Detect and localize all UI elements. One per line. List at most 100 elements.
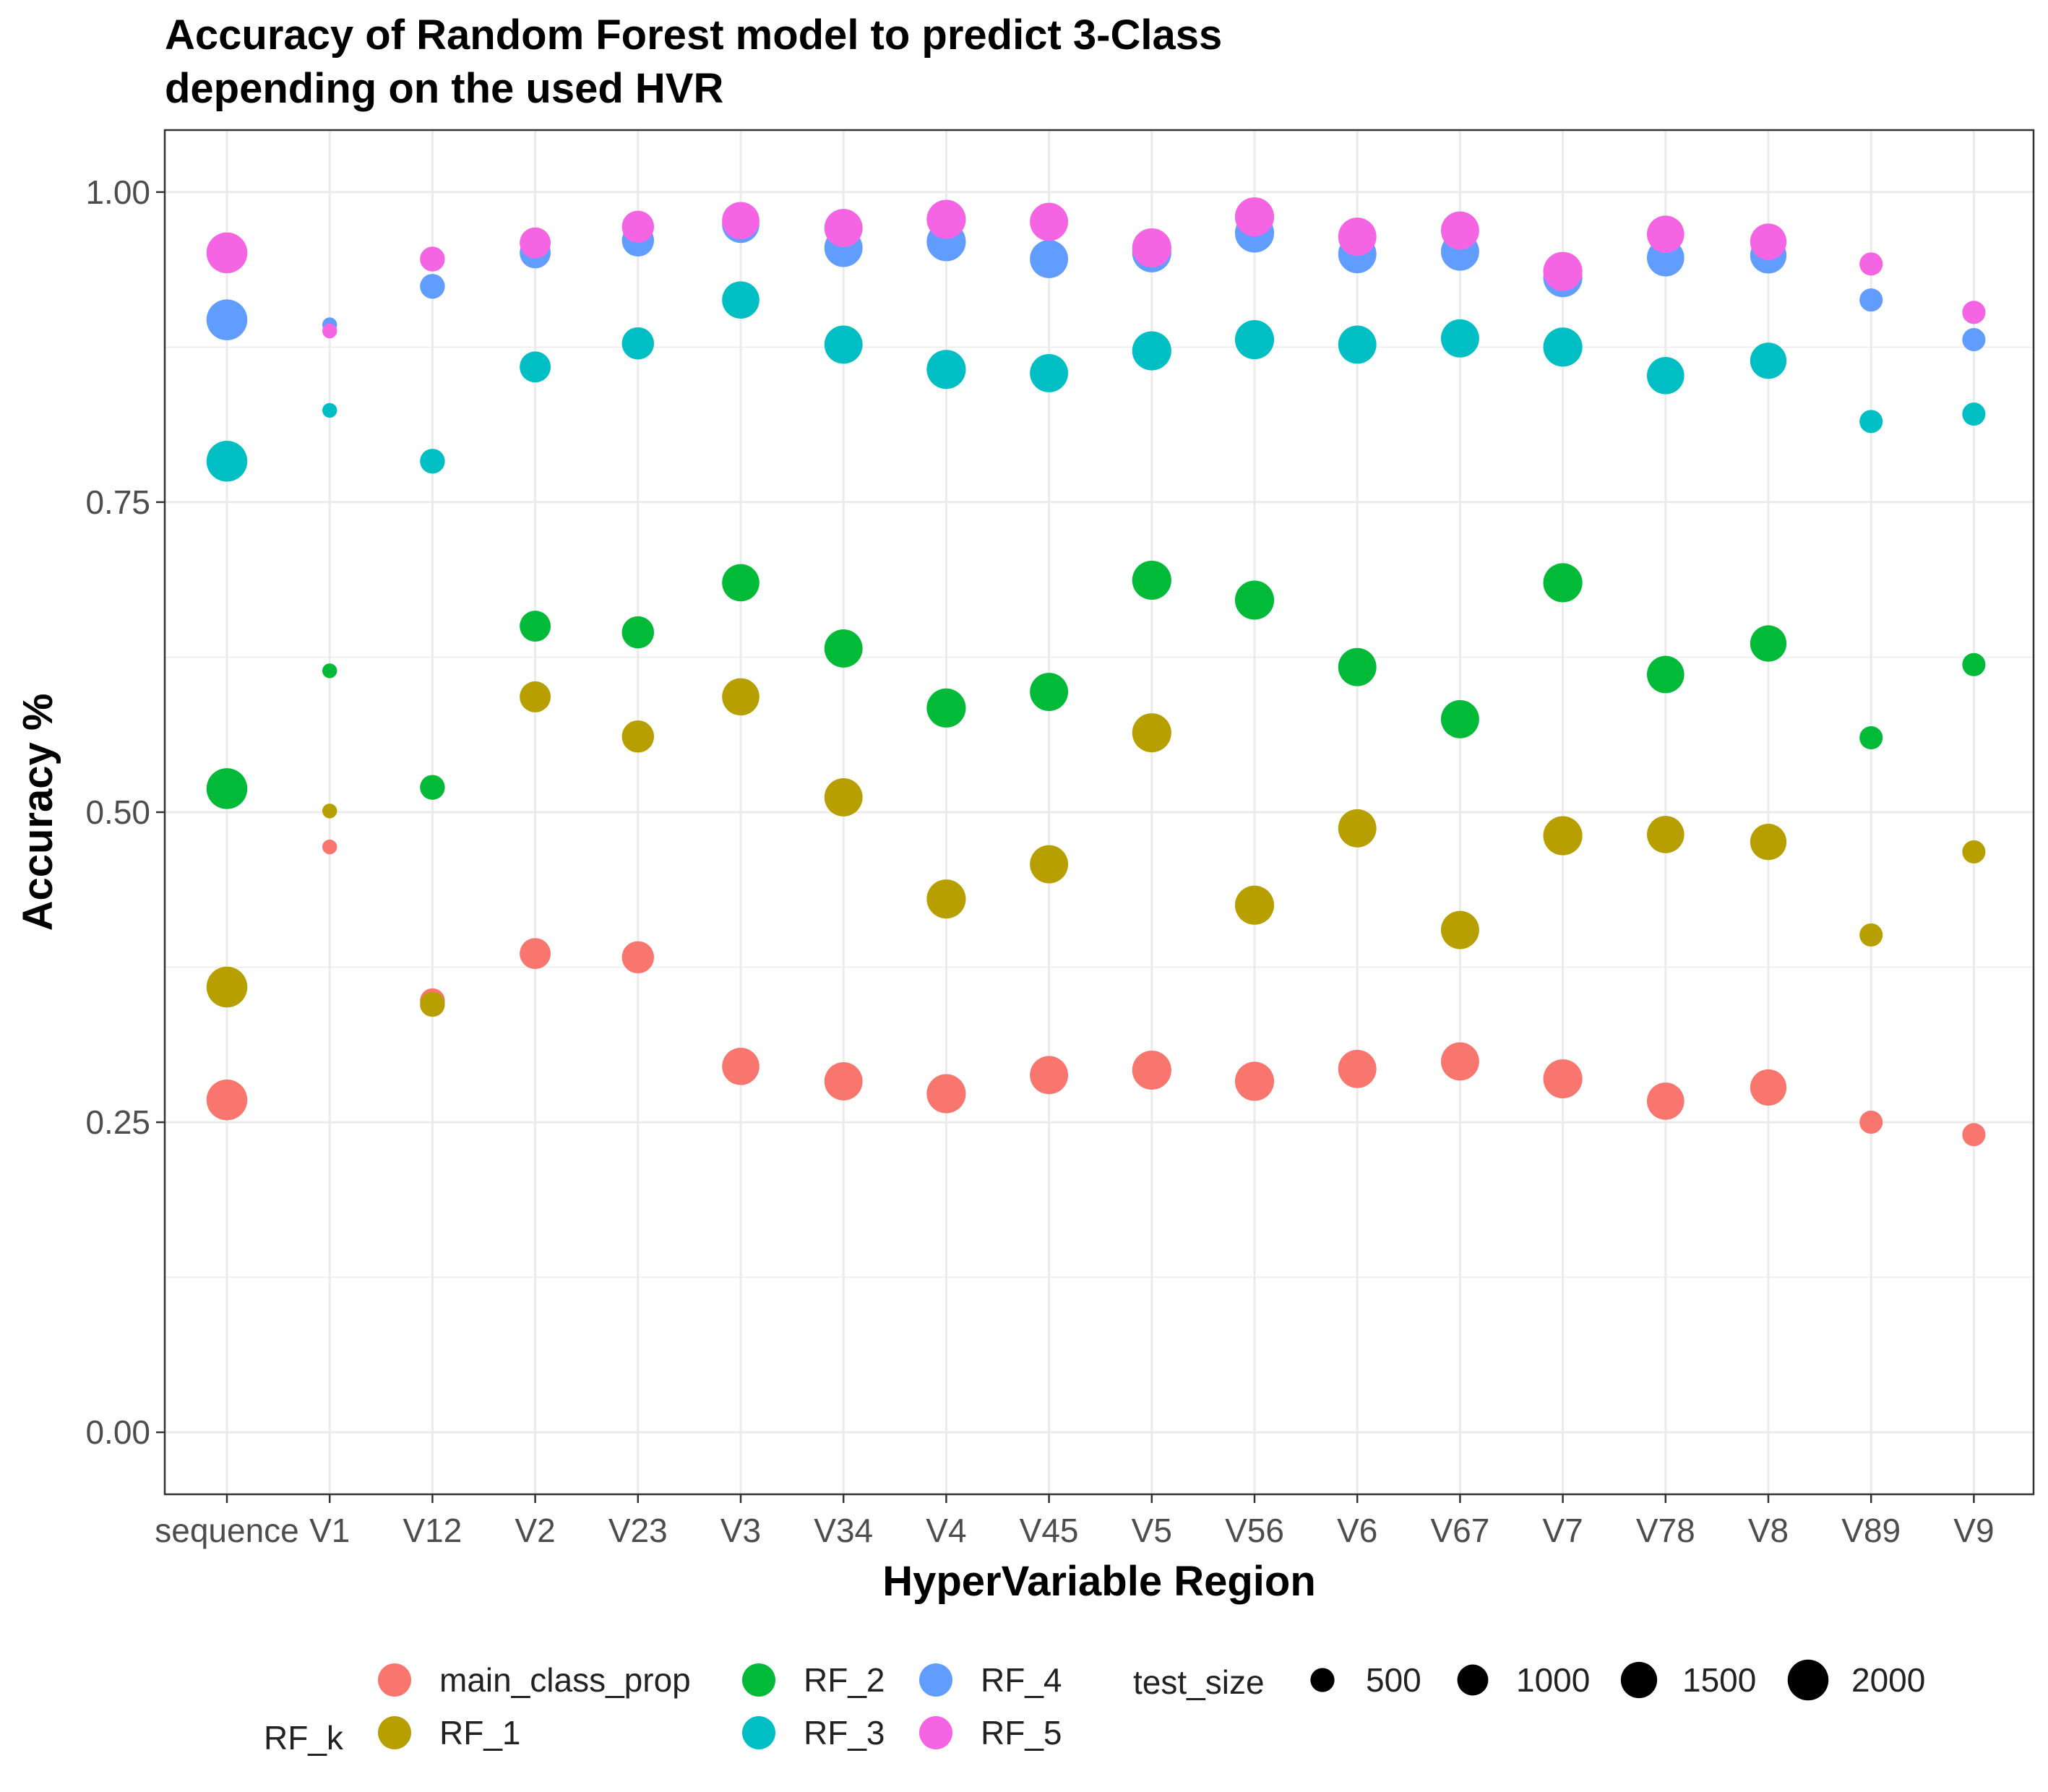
point-RF_5-V8	[1750, 223, 1787, 260]
x-tick-label: V3	[720, 1512, 761, 1549]
size-legend-key-1000	[1457, 1664, 1489, 1696]
legend-key-RF_3	[742, 1716, 775, 1749]
point-RF_1-V6	[1338, 809, 1377, 848]
point-RF_1-V34	[824, 777, 863, 817]
y-tick-label: 0.50	[85, 793, 150, 831]
plot-panel-border	[163, 129, 2035, 1496]
point-main_class_prop-V4	[926, 1074, 966, 1113]
point-main_class_prop-V56	[1234, 1061, 1275, 1101]
point-main_class_prop-V5	[1132, 1050, 1171, 1090]
size-legend-key-1500	[1620, 1661, 1658, 1699]
point-RF_2-V1	[322, 663, 337, 679]
point-RF_4-V45	[1030, 240, 1069, 278]
point-RF_2-V4	[926, 688, 966, 728]
size-legend-label-1000: 1000	[1516, 1661, 1590, 1699]
point-RF_2-V67	[1440, 699, 1479, 738]
point-RF_1-V8	[1750, 824, 1787, 861]
y-tick-label: 0.75	[85, 483, 150, 521]
point-RF_4-V89	[1859, 288, 1883, 312]
size-legend-key-500	[1310, 1668, 1335, 1692]
point-main_class_prop-V6	[1338, 1049, 1377, 1088]
point-RF_1-V78	[1647, 816, 1685, 853]
legend-label-RF_4: RF_4	[981, 1661, 1062, 1699]
point-RF_1-V56	[1234, 885, 1275, 925]
y-tick-label: 0.00	[85, 1413, 150, 1451]
legend-key-main_class_prop	[378, 1663, 411, 1697]
point-RF_3-V5	[1132, 331, 1171, 371]
point-RF_3-V4	[926, 350, 966, 389]
chart-title: Accuracy of Random Forest model to predi…	[165, 12, 1222, 59]
point-RF_4-V12	[420, 274, 445, 299]
point-RF_1-V5	[1132, 713, 1171, 753]
point-RF_3-V45	[1030, 353, 1069, 392]
legend-label-RF_2: RF_2	[804, 1661, 885, 1699]
point-RF_2-V45	[1030, 673, 1069, 711]
point-RF_3-V7	[1543, 327, 1583, 367]
x-tick-label: V4	[926, 1512, 966, 1549]
point-main_class_prop-V78	[1647, 1082, 1685, 1120]
legend-label-RF_1: RF_1	[439, 1714, 520, 1752]
point-RF_2-V12	[420, 775, 445, 800]
point-RF_5-V56	[1234, 197, 1275, 237]
size-legend-title: test_size	[1133, 1663, 1265, 1701]
size-legend-label-2000: 2000	[1851, 1661, 1925, 1699]
point-RF_1-V67	[1440, 910, 1479, 949]
size-legend-key-2000	[1787, 1659, 1829, 1701]
point-RF_2-sequence	[206, 768, 248, 809]
point-RF_5-V67	[1440, 211, 1479, 250]
point-RF_1-V45	[1030, 845, 1069, 884]
point-RF_3-V1	[322, 402, 337, 418]
point-RF_5-V23	[621, 210, 655, 244]
point-RF_1-V23	[621, 720, 655, 753]
x-tick-label: V1	[309, 1512, 350, 1549]
point-RF_3-V2	[520, 351, 551, 383]
point-RF_3-V6	[1338, 325, 1377, 364]
legend-key-RF_1	[378, 1716, 411, 1749]
point-main_class_prop-V67	[1440, 1042, 1479, 1081]
point-RF_5-V34	[824, 209, 863, 248]
point-RF_3-V34	[824, 325, 863, 364]
x-tick-label: V56	[1225, 1512, 1284, 1549]
point-main_class_prop-V7	[1543, 1059, 1583, 1099]
point-main_class_prop-sequence	[206, 1079, 248, 1121]
point-RF_1-V7	[1543, 816, 1583, 856]
point-RF_3-V12	[420, 449, 445, 474]
point-RF_5-V5	[1132, 228, 1171, 268]
point-RF_1-V3	[722, 678, 760, 716]
chart-subtitle: depending on the used HVR	[165, 65, 723, 112]
x-tick-label: sequence	[155, 1512, 299, 1549]
x-tick-label: V89	[1841, 1512, 1901, 1549]
point-RF_5-V7	[1543, 251, 1583, 291]
point-RF_3-V9	[1962, 402, 1986, 426]
x-tick-label: V78	[1636, 1512, 1695, 1549]
point-RF_1-sequence	[206, 966, 248, 1008]
y-axis: 0.00 0.25 0.50 0.75 1.00	[85, 173, 165, 1451]
point-RF_5-V1	[322, 323, 337, 339]
y-tick-label: 0.25	[85, 1103, 150, 1141]
x-tick-label: V8	[1748, 1512, 1789, 1549]
point-RF_3-V89	[1859, 410, 1883, 434]
size-legend-label-500: 500	[1366, 1661, 1421, 1699]
x-tick-label: V7	[1542, 1512, 1583, 1549]
point-RF_1-V12	[420, 991, 445, 1017]
point-RF_4-V9	[1962, 328, 1986, 352]
legend: RF_k test_size main_class_prop RF_1 RF_2 RF…	[264, 1659, 1925, 1757]
point-RF_5-V6	[1338, 217, 1377, 257]
x-tick-label: V67	[1430, 1512, 1489, 1549]
x-tick-label: V12	[403, 1512, 462, 1549]
grid-lines	[165, 130, 2034, 1494]
point-RF_2-V89	[1859, 725, 1883, 750]
point-RF_2-V6	[1338, 647, 1377, 686]
point-RF_3-sequence	[206, 441, 248, 482]
legend-key-RF_5	[919, 1716, 952, 1749]
point-RF_2-V3	[722, 564, 760, 602]
point-main_class_prop-V8	[1750, 1069, 1787, 1106]
point-main_class_prop-V89	[1859, 1111, 1883, 1134]
point-RF_5-V3	[722, 202, 760, 240]
point-RF_3-V56	[1234, 320, 1275, 360]
point-RF_2-V56	[1234, 580, 1275, 620]
x-tick-label: V23	[608, 1512, 668, 1549]
point-main_class_prop-V1	[322, 839, 337, 855]
legend-label-main_class_prop: main_class_prop	[439, 1661, 691, 1699]
